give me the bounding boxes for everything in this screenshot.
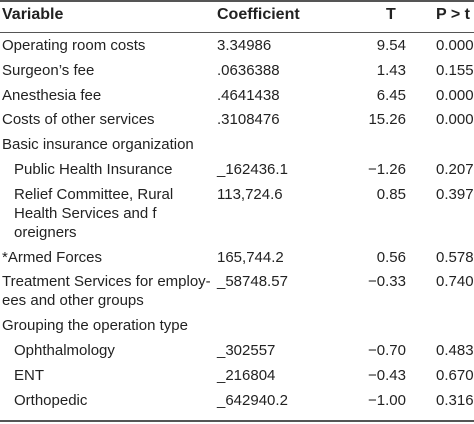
row-p-value: 0.670 <box>436 366 474 384</box>
row-t-value: 1.43 <box>376 61 406 79</box>
table-header: Variable Coefficient T P > t <box>0 0 474 32</box>
row-t-value: 9.54 <box>376 37 406 54</box>
row-t-value: 6.45 <box>376 86 406 104</box>
table-row: Orthopedic _642940.2 −1.00 0.316 <box>0 391 474 416</box>
row-t-value: −1.00 <box>368 391 406 409</box>
top-rule <box>0 0 474 2</box>
row-variable-label: Treatment Services for employ-ees and ot… <box>2 273 211 310</box>
table-row: Public Health Insurance _162436.1 −1.26 0.2… <box>0 160 474 185</box>
row-t-value: −1.26 <box>368 160 406 178</box>
table-row: Anesthesia fee .4641438 6.45 0.000 <box>0 86 474 111</box>
header-rule <box>0 32 474 34</box>
row-coefficient: _216804 <box>217 366 276 384</box>
row-p-value: 0.155 <box>436 61 474 79</box>
row-variable-label: Grouping the operation type <box>2 317 188 335</box>
row-coefficient: 165,744.2 <box>217 248 284 266</box>
header-p: P > t <box>436 6 470 23</box>
table-row: Relief Committee, Rural Health Services … <box>0 185 474 248</box>
row-variable-label: Operating room costs <box>2 37 146 54</box>
row-variable-label: Orthopedic <box>14 391 88 409</box>
row-p-value: 0.483 <box>436 341 474 359</box>
row-variable-label: ENT <box>14 366 44 384</box>
table-row: Surgeon’s fee .0636388 1.43 0.155 <box>0 61 474 86</box>
row-coefficient: .3108476 <box>217 111 280 129</box>
row-variable-label: Basic insurance organization <box>2 136 194 154</box>
row-p-value: 0.000 <box>436 111 474 129</box>
row-variable-label: Public Health Insurance <box>14 160 173 178</box>
row-coefficient: .4641438 <box>217 86 280 104</box>
row-variable-label: Surgeon’s fee <box>2 61 95 79</box>
row-coefficient: 3.34986 <box>217 37 272 54</box>
row-variable-label: Costs of other services <box>2 111 155 129</box>
row-variable-label: Anesthesia fee <box>2 86 102 104</box>
row-coefficient: _58748.57 <box>217 273 288 291</box>
table-row: Costs of other services .3108476 15.26 0.00… <box>0 110 474 135</box>
row-t-value: 0.85 <box>376 185 406 203</box>
row-p-value: 0.000 <box>436 37 474 54</box>
table-row: Operating room costs 3.34986 9.54 0.000 <box>0 36 474 61</box>
row-t-value: −0.33 <box>368 273 406 291</box>
table-body: Operating room costs 3.34986 9.54 0.000 Surg… <box>0 36 474 415</box>
row-p-value: 0.207 <box>436 160 474 178</box>
row-p-value: 0.000 <box>436 86 474 104</box>
row-coefficient: .0636388 <box>217 61 280 79</box>
row-t-value: 0.56 <box>376 248 406 266</box>
row-t-value: 15.26 <box>368 111 406 129</box>
row-p-value: 0.578 <box>436 248 474 266</box>
header-coefficient: Coefficient <box>217 6 300 23</box>
table-row: *Armed Forces 165,744.2 0.56 0.578 <box>0 248 474 273</box>
header-t: T <box>386 6 396 23</box>
row-p-value: 0.397 <box>436 185 474 203</box>
table-row: ENT _216804 −0.43 0.670 <box>0 366 474 391</box>
row-variable-label: Ophthalmology <box>14 341 115 359</box>
row-coefficient: _162436.1 <box>217 160 288 178</box>
row-p-value: 0.740 <box>436 273 474 291</box>
row-p-value: 0.316 <box>436 391 474 409</box>
row-coefficient: _642940.2 <box>217 391 288 409</box>
table-row: Treatment Services for employ-ees and ot… <box>0 272 474 316</box>
table-row: Ophthalmology _302557 −0.70 0.483 <box>0 341 474 366</box>
row-variable-label: *Armed Forces <box>2 248 103 266</box>
row-t-value: −0.43 <box>368 366 406 384</box>
row-coefficient: 113,724.6 <box>217 185 283 203</box>
row-t-value: −0.70 <box>368 341 406 359</box>
table-row: Grouping the operation type <box>0 316 474 341</box>
row-coefficient: _302557 <box>217 341 276 359</box>
table-row: Basic insurance organization <box>0 135 474 160</box>
row-variable-label: Relief Committee, Rural Health Services … <box>14 185 174 241</box>
bottom-rule <box>0 420 474 422</box>
header-variable: Variable <box>2 6 64 23</box>
